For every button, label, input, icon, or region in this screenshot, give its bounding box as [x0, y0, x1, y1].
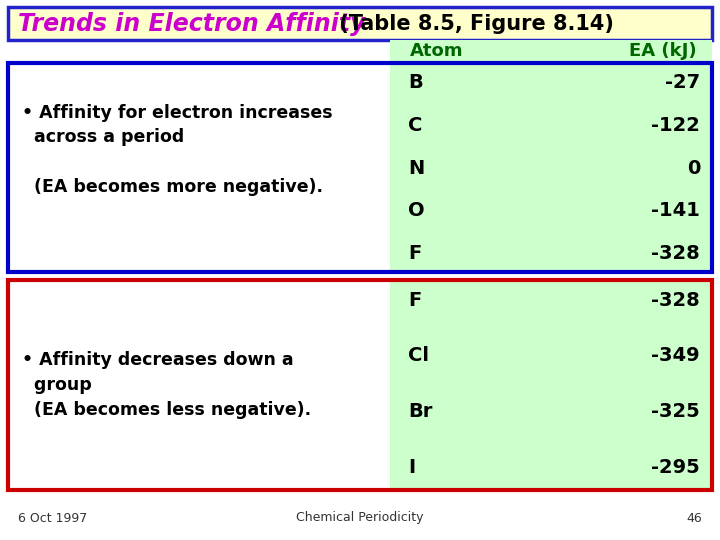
- Text: -141: -141: [651, 201, 700, 220]
- Text: B: B: [408, 73, 423, 92]
- Text: N: N: [408, 159, 424, 178]
- Text: Chemical Periodicity: Chemical Periodicity: [296, 511, 424, 524]
- Bar: [390, 40, 712, 62]
- Text: 0: 0: [687, 159, 700, 178]
- Bar: [390, 63, 712, 272]
- Text: -328: -328: [652, 244, 700, 262]
- Text: 6 Oct 1997: 6 Oct 1997: [18, 511, 87, 524]
- Text: Br: Br: [408, 402, 433, 421]
- Bar: [8, 63, 712, 272]
- Bar: [8, 63, 712, 272]
- Text: EA (kJ): EA (kJ): [629, 42, 697, 60]
- Bar: [8, 7, 712, 40]
- Text: -349: -349: [652, 346, 700, 365]
- Text: O: O: [408, 201, 425, 220]
- Text: -328: -328: [652, 291, 700, 309]
- Text: -295: -295: [652, 458, 700, 477]
- Text: • Affinity for electron increases
  across a period

  (EA becomes more negative: • Affinity for electron increases across…: [22, 104, 333, 197]
- Text: (Table 8.5, Figure 8.14): (Table 8.5, Figure 8.14): [332, 14, 614, 34]
- Text: Cl: Cl: [408, 346, 429, 365]
- Text: -122: -122: [651, 116, 700, 135]
- Bar: [8, 280, 712, 490]
- Text: C: C: [408, 116, 423, 135]
- Text: F: F: [408, 291, 421, 309]
- Text: I: I: [408, 458, 415, 477]
- Text: Atom: Atom: [410, 42, 464, 60]
- Text: F: F: [408, 244, 421, 262]
- Text: -27: -27: [665, 73, 700, 92]
- Text: • Affinity decreases down a
  group
  (EA becomes less negative).: • Affinity decreases down a group (EA be…: [22, 351, 311, 419]
- Bar: [8, 280, 712, 490]
- Bar: [390, 280, 712, 490]
- Text: 46: 46: [686, 511, 702, 524]
- Text: Trends in Electron Affinity: Trends in Electron Affinity: [18, 12, 366, 36]
- Text: -325: -325: [652, 402, 700, 421]
